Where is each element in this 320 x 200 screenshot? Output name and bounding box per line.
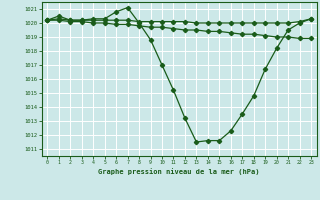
X-axis label: Graphe pression niveau de la mer (hPa): Graphe pression niveau de la mer (hPa) [99,168,260,175]
